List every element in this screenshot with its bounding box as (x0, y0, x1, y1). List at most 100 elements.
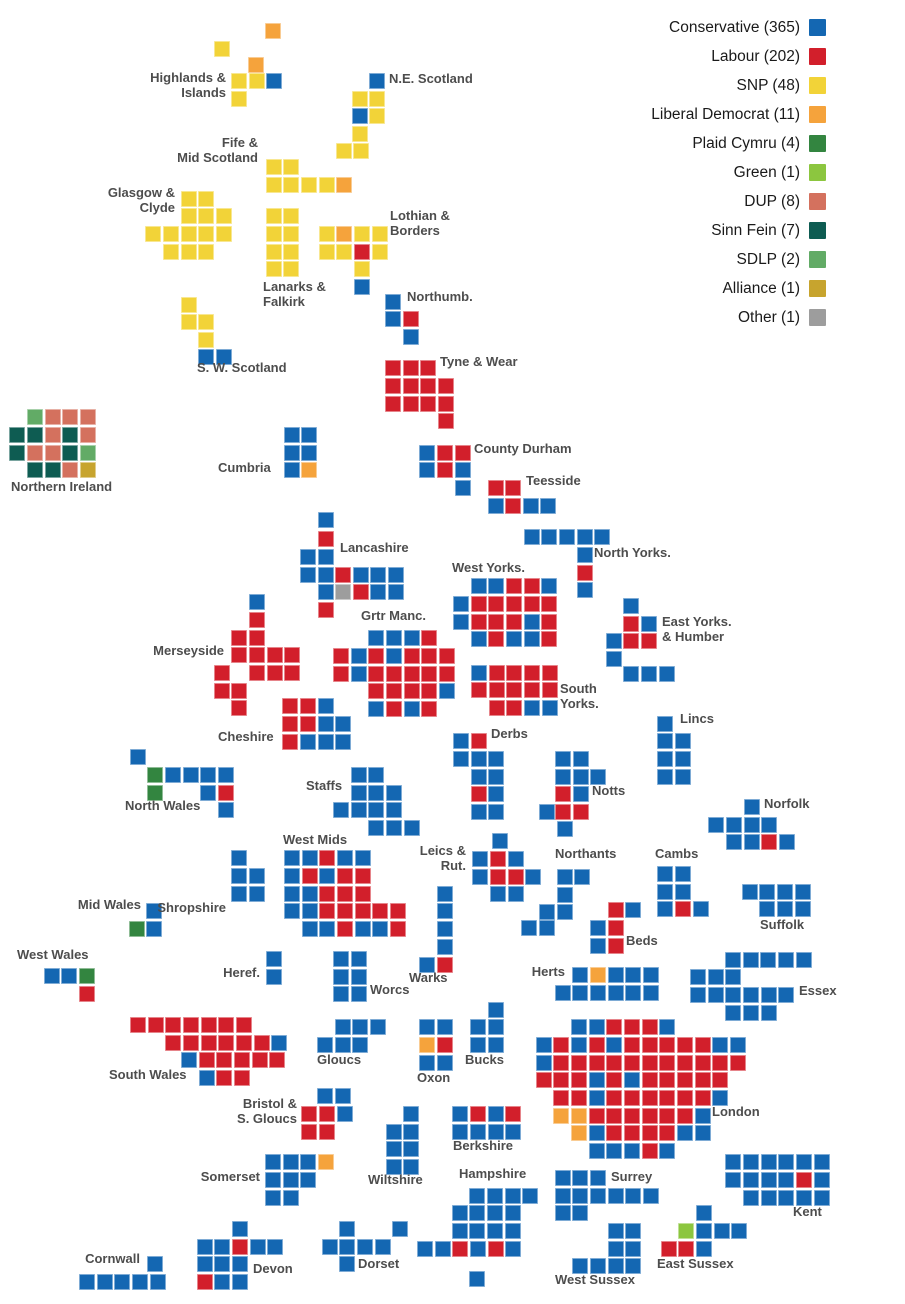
constituency-tile (249, 612, 265, 628)
region-label: North Wales (125, 798, 201, 813)
constituency-tile (301, 462, 317, 478)
constituency-tile (231, 647, 247, 663)
constituency-tile (536, 1055, 552, 1071)
constituency-tile (198, 208, 214, 224)
constituency-tile (553, 1108, 569, 1124)
constituency-tile (608, 1223, 624, 1239)
constituency-tile (333, 802, 349, 818)
constituency-tile (725, 987, 741, 1003)
constituency-tile (452, 1223, 468, 1239)
constituency-tile (606, 651, 622, 667)
constituency-tile (266, 261, 282, 277)
constituency-tile (248, 57, 264, 73)
constituency-tile (625, 1241, 641, 1257)
region-label: Glasgow & Clyde (107, 185, 175, 215)
constituency-tile (150, 1274, 166, 1290)
constituency-tile (302, 868, 318, 884)
constituency-tile (571, 1108, 587, 1124)
constituency-tile (335, 734, 351, 750)
constituency-tile (351, 802, 367, 818)
constituency-tile (214, 665, 230, 681)
constituency-tile (200, 785, 216, 801)
constituency-tile (234, 1070, 250, 1086)
constituency-tile (392, 1221, 408, 1237)
constituency-tile (471, 682, 487, 698)
constituency-tile (469, 1188, 485, 1204)
legend-item: DUP (8) (520, 187, 826, 216)
constituency-tile (352, 126, 368, 142)
constituency-tile (508, 869, 524, 885)
constituency-tile (354, 244, 370, 260)
constituency-tile (453, 751, 469, 767)
region-label: East Yorks. & Humber (662, 614, 732, 644)
region-label: Norfolk (764, 796, 810, 811)
constituency-tile (318, 567, 334, 583)
constituency-tile (282, 716, 298, 732)
constituency-tile (488, 769, 504, 785)
constituency-tile (506, 614, 522, 630)
constituency-tile (300, 698, 316, 714)
constituency-tile (524, 665, 540, 681)
constituency-tile (197, 1239, 213, 1255)
constituency-tile (488, 751, 504, 767)
constituency-tile (541, 578, 557, 594)
constituency-tile (335, 1019, 351, 1035)
constituency-tile (318, 549, 334, 565)
constituency-tile (488, 578, 504, 594)
constituency-tile (351, 785, 367, 801)
constituency-tile (419, 957, 435, 973)
constituency-tile (657, 901, 673, 917)
constituency-tile (130, 1017, 146, 1033)
constituency-tile (490, 886, 506, 902)
legend-color-swatch (809, 48, 826, 65)
constituency-tile (743, 987, 759, 1003)
constituency-tile (390, 903, 406, 919)
constituency-tile (404, 683, 420, 699)
constituency-tile (659, 666, 675, 682)
constituency-tile (282, 698, 298, 714)
constituency-tile (336, 177, 352, 193)
constituency-tile (624, 1143, 640, 1159)
region-label: Mid Wales (77, 897, 141, 912)
constituency-tile (571, 1019, 587, 1035)
constituency-tile (708, 969, 724, 985)
constituency-tile (643, 985, 659, 1001)
constituency-tile (508, 851, 524, 867)
constituency-tile (471, 596, 487, 612)
constituency-tile (577, 529, 593, 545)
constituency-tile (198, 226, 214, 242)
legend-item: Green (1) (520, 158, 826, 187)
constituency-tile (624, 1072, 640, 1088)
constituency-tile (606, 1055, 622, 1071)
constituency-tile (199, 1070, 215, 1086)
constituency-tile (404, 648, 420, 664)
constituency-tile (216, 226, 232, 242)
constituency-tile (403, 1106, 419, 1122)
constituency-tile (62, 409, 78, 425)
constituency-tile (553, 1037, 569, 1053)
region-label: London (712, 1104, 760, 1119)
constituency-tile (386, 630, 402, 646)
constituency-tile (234, 1052, 250, 1068)
constituency-tile (452, 1241, 468, 1257)
constituency-tile (218, 767, 234, 783)
constituency-tile (557, 869, 573, 885)
constituency-tile (642, 1055, 658, 1071)
region-label: East Sussex (657, 1256, 734, 1271)
constituency-tile (403, 311, 419, 327)
constituency-tile (606, 1090, 622, 1106)
constituency-tile (542, 700, 558, 716)
legend-color-swatch (809, 193, 826, 210)
constituency-tile (778, 1154, 794, 1170)
legend-item-label: SDLP (2) (736, 250, 800, 268)
region-label: Lanarks & Falkirk (263, 279, 326, 309)
constituency-tile (437, 462, 453, 478)
constituency-tile (472, 869, 488, 885)
constituency-tile (302, 903, 318, 919)
constituency-tile (336, 244, 352, 260)
constituency-tile (386, 1141, 402, 1157)
constituency-tile (339, 1221, 355, 1237)
constituency-tile (45, 409, 61, 425)
constituency-tile (572, 967, 588, 983)
constituency-tile (388, 567, 404, 583)
